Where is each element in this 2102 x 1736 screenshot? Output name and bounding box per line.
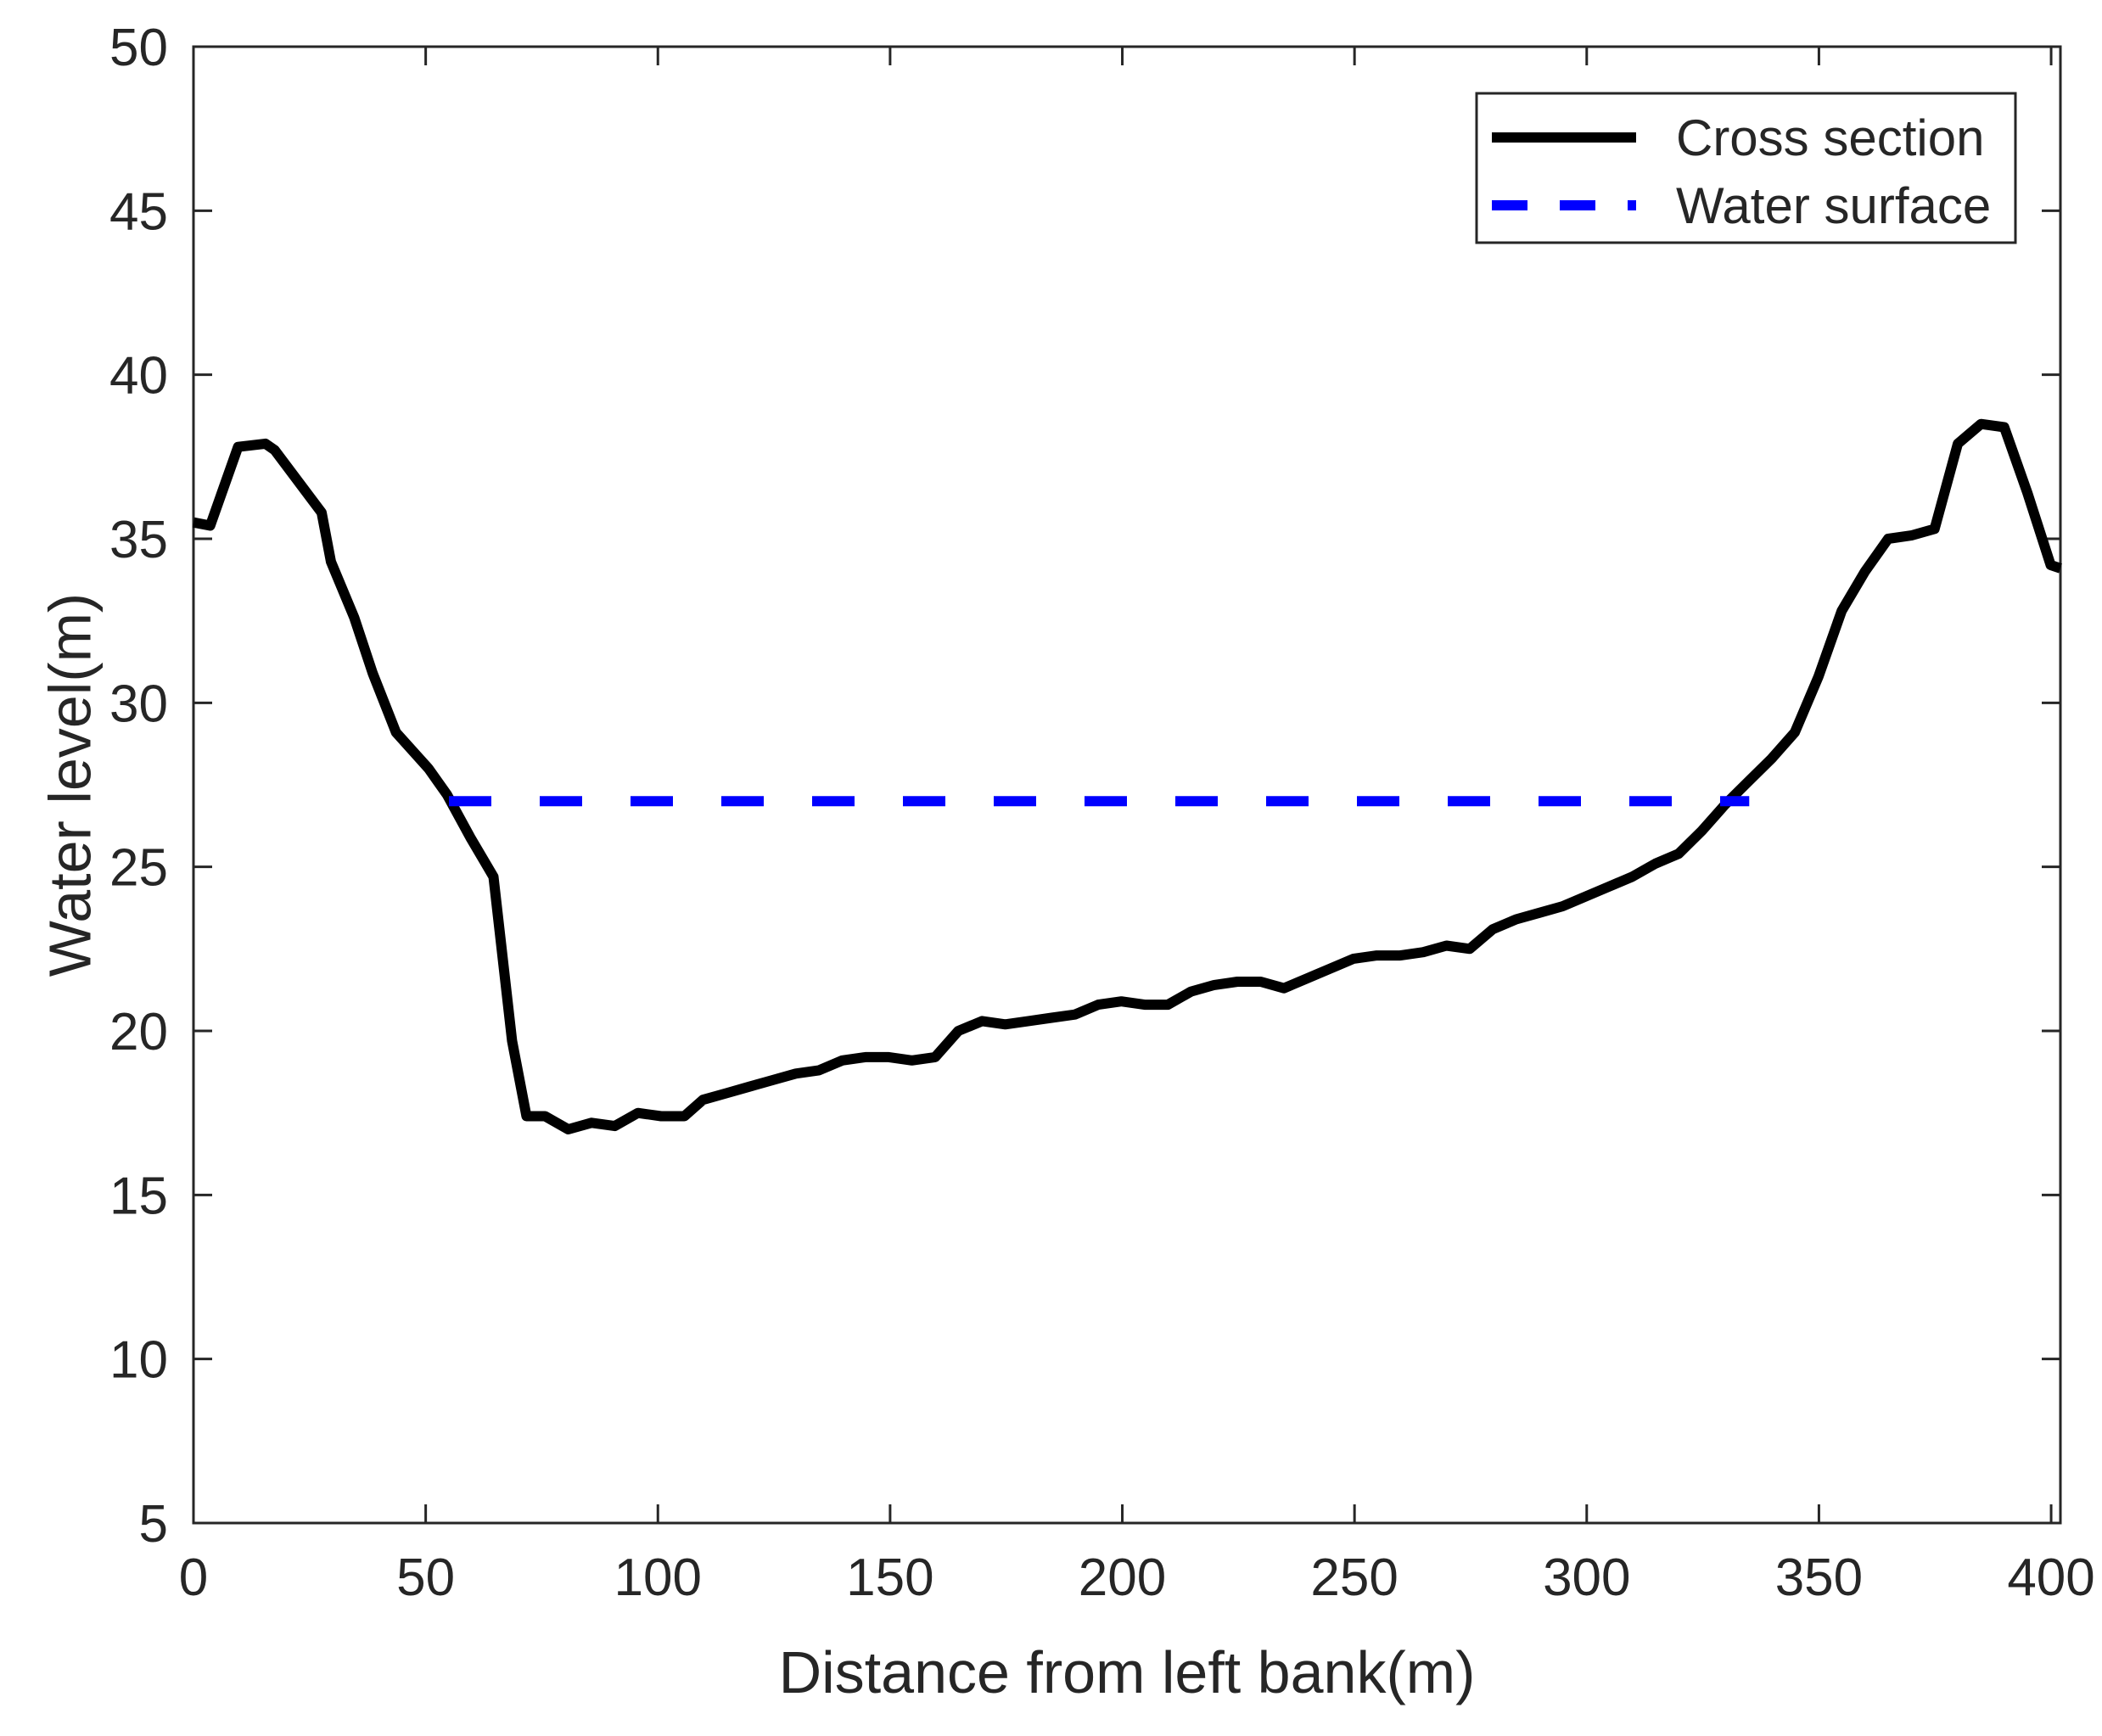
y-axis-label: Water level(m)	[37, 593, 104, 977]
y-tick-label: 10	[109, 1331, 168, 1390]
x-axis-label: Distance from left bank(m)	[779, 1639, 1476, 1705]
y-axis-ticks	[193, 45, 2060, 1525]
legend-label: Water surface	[1676, 177, 1991, 234]
y-tick-label: 5	[139, 1495, 168, 1554]
x-tick-label: 100	[614, 1548, 702, 1607]
y-axis-tick-labels: 5 10 15 20 25 30 35 40 45 50	[109, 19, 168, 1554]
plot-frame	[192, 45, 2062, 1525]
y-tick-label: 40	[109, 347, 168, 406]
series-layer	[192, 418, 2062, 1134]
y-tick-label: 20	[109, 1003, 168, 1061]
x-tick-label: 200	[1079, 1548, 1166, 1607]
x-tick-label: 0	[179, 1548, 208, 1607]
x-tick-label: 250	[1310, 1548, 1398, 1607]
y-tick-label: 25	[109, 839, 168, 898]
plot-area	[192, 45, 2062, 1525]
x-tick-label: 350	[1775, 1548, 1863, 1607]
x-tick-label: 400	[2007, 1548, 2094, 1607]
legend-box	[1475, 92, 2017, 244]
x-tick-label: 150	[846, 1548, 933, 1607]
series-line-cross-section	[192, 418, 2062, 1134]
y-tick-label: 50	[109, 19, 168, 77]
x-tick-label: 50	[396, 1548, 455, 1607]
x-axis-tick-labels: 0 50 100 150 200 250 300 350 400	[179, 1548, 2095, 1607]
legend-label: Cross section	[1676, 109, 1984, 166]
y-tick-label: 45	[109, 182, 168, 241]
legend: Cross section Water surface	[1475, 92, 2017, 244]
y-tick-label: 35	[109, 511, 168, 569]
y-tick-label: 30	[109, 675, 168, 733]
y-tick-label: 15	[109, 1167, 168, 1225]
x-tick-label: 300	[1543, 1548, 1630, 1607]
x-axis-ticks	[192, 47, 2053, 1523]
